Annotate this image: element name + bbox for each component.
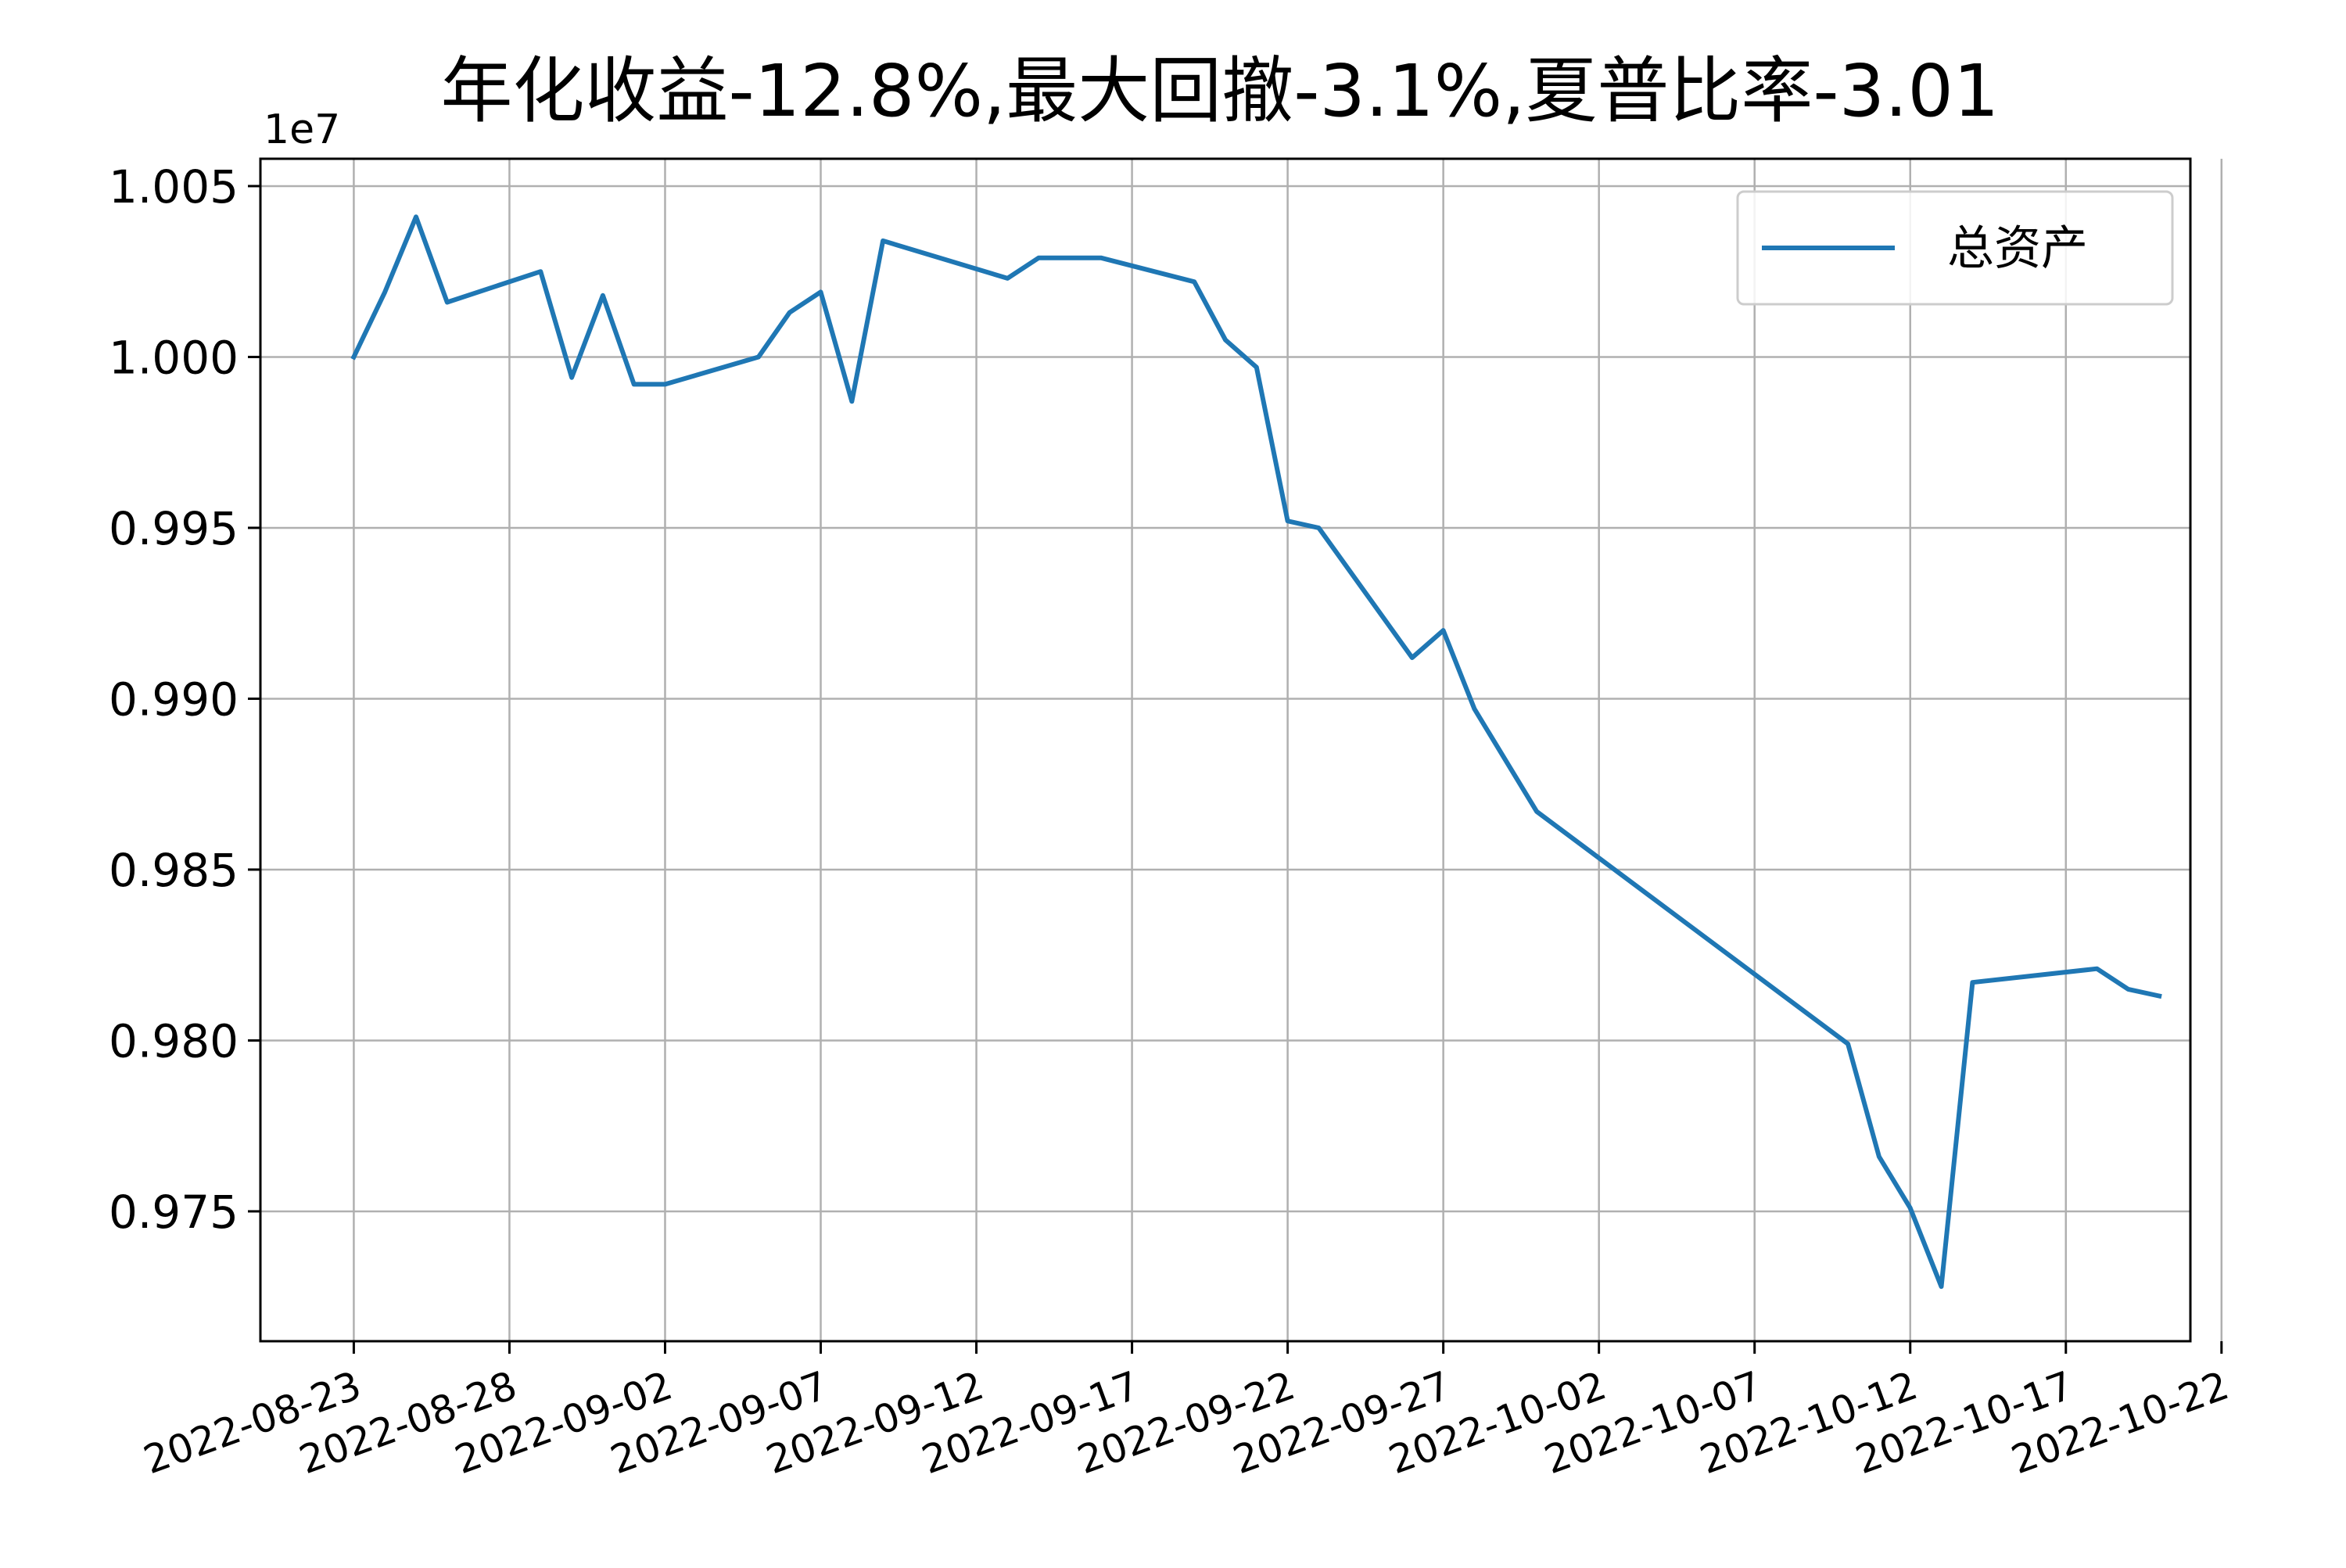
y-scale-label: 1e7: [264, 106, 340, 153]
legend-box: [1736, 190, 2174, 306]
y-tick-label: 0.990: [109, 673, 239, 726]
y-tick-label: 0.985: [109, 844, 239, 897]
grid: [260, 159, 2223, 1341]
y-tick-label: 1.005: [109, 160, 239, 213]
series-layer: [350, 214, 2162, 1290]
series-line-total-assets: [350, 214, 2162, 1290]
y-tick-label: 0.980: [109, 1014, 239, 1067]
legend: 总资产: [1736, 190, 2174, 306]
legend-label: 总资产: [1947, 221, 2088, 276]
plot-frame: [259, 157, 2192, 1343]
chart-title: 年化收益-12.8%,最大回撤-3.1%,夏普比率-3.01: [441, 49, 2000, 133]
y-tick-label: 0.995: [109, 502, 239, 555]
y-tick-label: 1.000: [109, 331, 239, 384]
y-tick-label: 0.975: [109, 1186, 239, 1239]
